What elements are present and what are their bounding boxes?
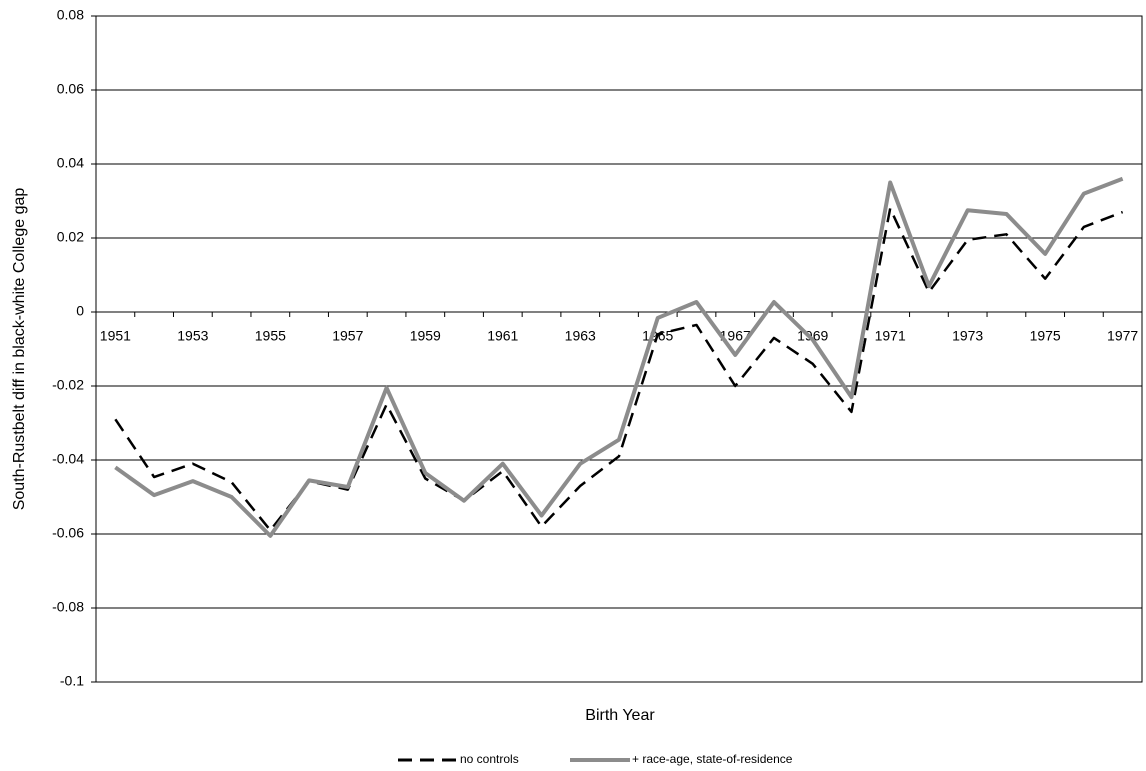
y-axis-label: South-Rustbelt diff in black-white Colle… [11,188,28,511]
y-tick-label: 0.02 [57,229,84,245]
y-tick-label: -0.06 [52,525,84,541]
x-tick-label: 1959 [410,328,441,344]
y-tick-label: 0.08 [57,7,84,23]
x-axis-label: Birth Year [585,707,655,724]
x-tick-label: 1951 [100,328,131,344]
x-tick-label: 1967 [720,328,751,344]
x-tick-label: 1955 [255,328,286,344]
y-tick-label: -0.08 [52,599,84,615]
x-tick-label: 1975 [1030,328,1061,344]
x-tick-label: 1961 [487,328,518,344]
legend-label: no controls [460,752,519,766]
x-tick-label: 1971 [875,328,906,344]
data-line [114,176,1124,538]
legend-label: + race-age, state-of-residence [632,752,793,766]
y-tick-label: -0.04 [52,451,84,467]
data-line [114,207,1124,532]
y-tick-label: 0.04 [57,155,84,171]
x-tick-label: 1957 [332,328,363,344]
y-tick-label: -0.1 [60,673,84,689]
x-tick-label: 1973 [952,328,983,344]
plot-area [95,15,1143,683]
x-tick-label: 1963 [565,328,596,344]
y-tick-label: 0.06 [57,81,84,97]
x-tick-label: 1977 [1107,328,1138,344]
y-tick-label: -0.02 [52,377,84,393]
y-tick-label: 0 [76,303,84,319]
x-tick-label: 1953 [177,328,208,344]
